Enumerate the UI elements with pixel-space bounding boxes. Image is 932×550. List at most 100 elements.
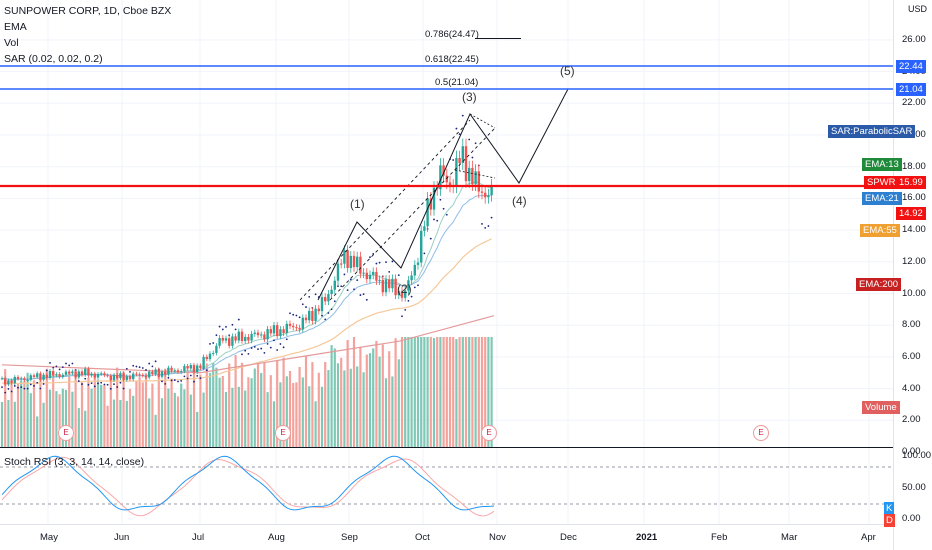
volume-bar	[397, 359, 400, 447]
time-axis-label: Mar	[781, 532, 798, 543]
volume-bar	[32, 380, 36, 447]
earnings-marker[interactable]: E	[275, 425, 291, 441]
candle-body	[231, 336, 234, 346]
horizontal-lines[interactable]	[0, 65, 893, 188]
candle-body	[48, 371, 52, 378]
sar-dot	[215, 334, 218, 337]
volume-bar	[439, 337, 442, 447]
candle-body	[116, 374, 119, 379]
volume-bar	[471, 337, 474, 447]
volume-bar	[4, 369, 7, 447]
sar-dot	[4, 391, 7, 394]
candle-body	[272, 325, 276, 334]
candle-body	[173, 370, 176, 372]
volume-bar	[253, 368, 256, 447]
volume-bar	[404, 337, 407, 447]
volume-bar	[394, 338, 397, 447]
volume-bar	[311, 362, 314, 447]
earnings-marker[interactable]: E	[753, 425, 769, 441]
volume-bar	[391, 376, 394, 447]
stoch-axis-100: 100.00	[902, 450, 932, 461]
volume-bar	[116, 367, 119, 447]
sar-dot	[193, 380, 195, 383]
candle-body	[301, 317, 304, 330]
candle-body	[151, 371, 154, 375]
candle-body	[157, 369, 160, 377]
candle-body	[429, 198, 432, 210]
sar-dot	[173, 379, 176, 381]
candle-body	[39, 373, 42, 380]
volume-bar	[304, 356, 308, 447]
candle-body	[384, 279, 388, 293]
volume-bar	[141, 382, 144, 447]
volume-bar	[416, 337, 420, 447]
volume-bar	[170, 378, 173, 447]
candle-body	[432, 187, 436, 210]
candle-body	[292, 325, 295, 328]
candle-body	[125, 376, 128, 380]
stoch-axis-50: 50.00	[902, 482, 926, 493]
earnings-marker[interactable]: E	[481, 425, 497, 441]
candle-body	[375, 271, 378, 281]
candlesticks	[0, 138, 493, 387]
price-axis-label: 12.00	[902, 255, 926, 267]
candle-body	[96, 374, 100, 378]
legend-ema[interactable]: EMA	[4, 21, 27, 33]
volume-bar	[244, 390, 247, 447]
sar-dot	[260, 347, 263, 350]
candle-body	[477, 171, 480, 192]
candle-body	[439, 165, 442, 190]
legend-sar[interactable]: SAR (0.02, 0.02, 0.2)	[4, 53, 103, 65]
candle-body	[32, 375, 36, 377]
sar-dot	[100, 381, 103, 384]
sar-dot	[292, 313, 295, 316]
candle-body	[215, 345, 218, 353]
sar-dot	[413, 286, 416, 289]
candle-body	[324, 297, 327, 302]
earnings-marker[interactable]: E	[58, 425, 74, 441]
fib-05-label: 0.5(21.04)	[435, 77, 479, 88]
candle-body	[244, 336, 247, 342]
candle-body	[180, 371, 183, 373]
candle-body	[218, 337, 221, 346]
volume-bar	[7, 400, 10, 447]
volume-bar	[458, 337, 461, 447]
volume-bar	[106, 405, 109, 447]
legend-vol[interactable]: Vol	[4, 37, 19, 49]
volume-bar	[429, 337, 432, 447]
volume-bar	[442, 337, 445, 447]
volume-bar	[154, 414, 157, 447]
volume-bar	[0, 402, 4, 447]
volume-bar	[234, 355, 237, 447]
sar-dot	[87, 383, 90, 386]
time-axis-label: Apr	[861, 532, 876, 543]
wave-label-4: (4)	[512, 194, 527, 208]
candle-body	[176, 370, 180, 372]
candle-body	[36, 373, 39, 377]
fib-0786-label: 0.786(24.47)	[425, 29, 479, 40]
time-axis-label: Oct	[415, 532, 430, 543]
candle-body	[260, 334, 263, 336]
drawing-tools[interactable]	[299, 88, 569, 301]
candle-body	[343, 250, 346, 264]
wave-label-1: (1)	[350, 197, 365, 211]
candle-body	[80, 371, 84, 375]
sar-dot	[135, 365, 138, 368]
stoch-rsi-label[interactable]: Stoch RSI (3, 3, 14, 14, close)	[4, 456, 145, 468]
sar-dot	[481, 223, 483, 225]
candle-body	[381, 279, 384, 293]
volume-bar	[468, 337, 471, 447]
candle-body	[109, 375, 112, 381]
wave-label-2: (2)	[397, 282, 412, 296]
sar-dot	[333, 300, 336, 303]
sar-dot	[433, 218, 435, 221]
sar-dot	[250, 347, 253, 349]
sar-dot	[167, 376, 170, 379]
candle-body	[362, 272, 365, 274]
volume-bar	[336, 363, 340, 447]
symbol-title[interactable]: SUNPOWER CORP, 1D, Cboe BZX	[4, 5, 172, 17]
sar-dot	[138, 366, 141, 369]
volume-bar	[218, 377, 221, 447]
